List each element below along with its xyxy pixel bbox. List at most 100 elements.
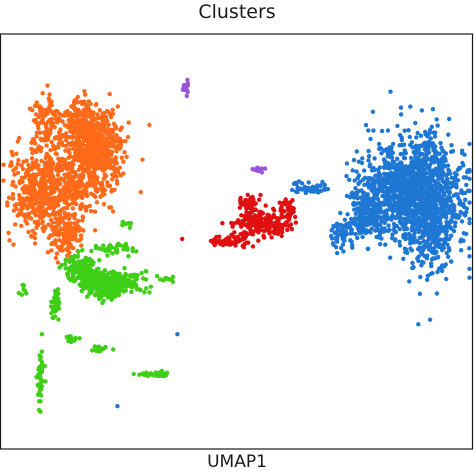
scatter-point bbox=[435, 150, 440, 156]
scatter-point bbox=[366, 180, 371, 185]
scatter-point bbox=[128, 273, 134, 278]
scatter-point bbox=[424, 144, 429, 149]
scatter-point bbox=[403, 150, 408, 156]
scatter-point bbox=[46, 159, 51, 164]
scatter-point bbox=[418, 274, 423, 280]
scatter-point bbox=[92, 165, 97, 171]
scatter-point bbox=[360, 234, 365, 240]
scatter-point bbox=[355, 208, 360, 213]
scatter-point bbox=[24, 195, 30, 201]
scatter-point bbox=[377, 222, 383, 227]
scatter-point bbox=[445, 237, 451, 242]
scatter-point bbox=[372, 156, 377, 161]
scatter-point bbox=[412, 213, 417, 218]
scatter-point bbox=[375, 178, 380, 184]
scatter-point bbox=[284, 214, 289, 219]
scatter-point bbox=[358, 230, 363, 235]
scatter-point bbox=[107, 183, 113, 188]
scatter-point bbox=[299, 181, 305, 186]
scatter-point bbox=[418, 240, 423, 246]
scatter-point bbox=[72, 175, 77, 180]
scatter-point bbox=[109, 130, 114, 135]
scatter-point bbox=[440, 172, 445, 177]
scatter-point bbox=[426, 203, 431, 208]
scatter-point bbox=[101, 243, 106, 248]
scatter-point bbox=[464, 231, 469, 237]
scatter-point bbox=[398, 112, 404, 117]
scatter-point bbox=[100, 182, 105, 188]
scatter-point bbox=[97, 258, 102, 263]
scatter-point bbox=[75, 107, 80, 112]
scatter-point bbox=[79, 259, 85, 265]
scatter-point bbox=[139, 270, 144, 276]
scatter-point bbox=[388, 198, 393, 203]
scatter-point bbox=[131, 371, 136, 377]
scatter-point bbox=[375, 226, 380, 231]
scatter-point bbox=[109, 287, 114, 293]
scatter-point bbox=[54, 251, 60, 256]
scatter-point bbox=[86, 99, 91, 104]
scatter-point bbox=[29, 233, 34, 239]
scatter-point bbox=[57, 137, 62, 142]
scatter-point bbox=[82, 138, 87, 143]
scatter-point bbox=[140, 157, 145, 162]
scatter-point bbox=[467, 275, 472, 280]
scatter-point bbox=[70, 213, 75, 218]
scatter-point bbox=[408, 246, 413, 251]
scatter-point bbox=[243, 234, 248, 239]
scatter-point bbox=[69, 161, 74, 167]
scatter-point bbox=[107, 243, 113, 248]
scatter-point bbox=[353, 222, 358, 227]
scatter-point bbox=[92, 228, 98, 233]
scatter-point bbox=[58, 218, 63, 223]
scatter-point bbox=[121, 159, 126, 164]
scatter-point bbox=[102, 161, 108, 166]
scatter-point bbox=[446, 185, 451, 190]
scatter-point bbox=[71, 140, 76, 146]
scatter-point bbox=[447, 208, 452, 213]
scatter-point bbox=[280, 222, 285, 228]
scatter-point bbox=[16, 290, 21, 296]
scatter-point bbox=[36, 182, 42, 187]
scatter-point bbox=[39, 332, 45, 337]
scatter-point bbox=[350, 168, 355, 173]
scatter-point bbox=[120, 220, 125, 225]
scatter-point bbox=[50, 160, 55, 165]
scatter-point bbox=[350, 243, 355, 248]
scatter-point bbox=[148, 284, 153, 289]
scatter-point bbox=[221, 242, 227, 247]
scatter-point bbox=[93, 243, 99, 249]
scatter-point bbox=[391, 207, 396, 212]
scatter-point bbox=[91, 281, 96, 287]
scatter-point bbox=[72, 197, 77, 203]
scatter-point bbox=[41, 130, 47, 135]
scatter-point bbox=[398, 180, 404, 185]
scatter-point bbox=[29, 183, 34, 188]
scatter-point bbox=[44, 143, 49, 148]
scatter-point bbox=[351, 202, 356, 207]
scatter-point bbox=[19, 163, 24, 168]
scatter-point bbox=[71, 245, 76, 251]
scatter-point bbox=[124, 279, 129, 284]
scatter-point bbox=[48, 148, 53, 153]
scatter-point bbox=[419, 163, 424, 168]
scatter-point bbox=[255, 214, 260, 220]
scatter-point bbox=[52, 227, 57, 232]
scatter-point bbox=[68, 193, 73, 198]
scatter-point bbox=[113, 275, 118, 280]
scatter-point bbox=[461, 163, 466, 168]
scatter-point bbox=[19, 175, 25, 180]
scatter-point bbox=[380, 229, 386, 234]
scatter-point bbox=[6, 230, 11, 236]
scatter-point bbox=[107, 91, 112, 97]
scatter-point bbox=[427, 242, 433, 247]
scatter-point bbox=[387, 190, 392, 195]
scatter-point bbox=[101, 110, 107, 116]
scatter-point bbox=[418, 133, 424, 138]
scatter-point bbox=[56, 222, 61, 227]
scatter-point bbox=[458, 239, 463, 244]
scatter-point bbox=[81, 120, 86, 125]
scatter-point bbox=[362, 190, 367, 196]
scatter-point bbox=[365, 202, 370, 207]
scatter-point bbox=[393, 177, 399, 182]
